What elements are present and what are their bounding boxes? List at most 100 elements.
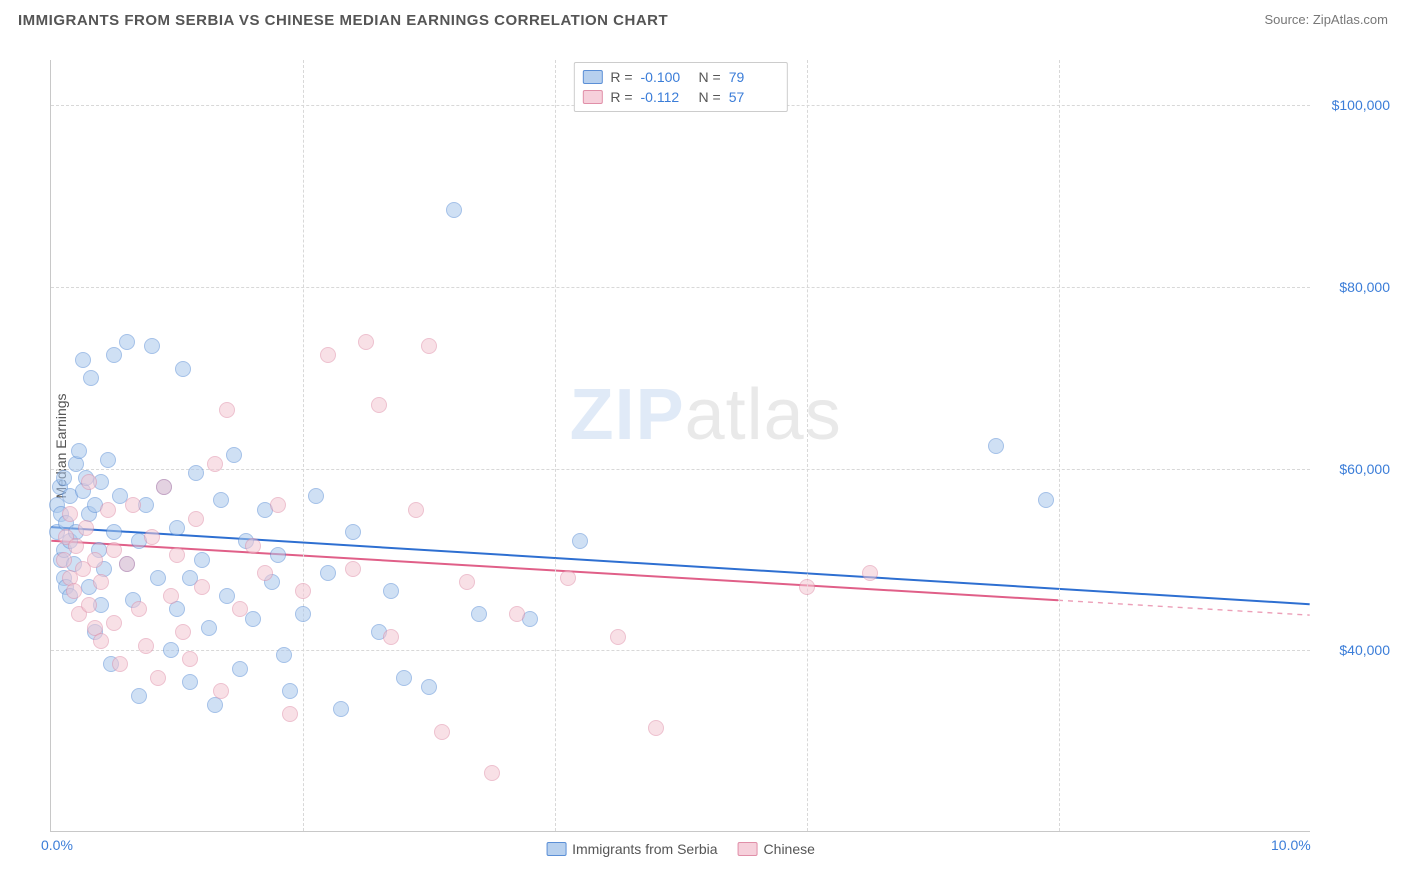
- data-point: [408, 502, 424, 518]
- data-point: [150, 570, 166, 586]
- trend-line-dashed: [1058, 600, 1310, 615]
- data-point: [169, 547, 185, 563]
- legend-row-chinese: R = -0.112 N = 57: [582, 87, 778, 107]
- x-tick-label: 0.0%: [41, 837, 73, 853]
- data-point: [119, 556, 135, 572]
- data-point: [188, 511, 204, 527]
- watermark-atlas: atlas: [685, 375, 842, 455]
- correlation-legend: R = -0.100 N = 79 R = -0.112 N = 57: [573, 62, 787, 112]
- chart-title: IMMIGRANTS FROM SERBIA VS CHINESE MEDIAN…: [18, 12, 668, 29]
- gridline-horizontal: [51, 650, 1310, 651]
- data-point: [106, 347, 122, 363]
- data-point: [383, 629, 399, 645]
- gridline-vertical: [555, 60, 556, 831]
- data-point: [446, 202, 462, 218]
- data-point: [106, 542, 122, 558]
- data-point: [213, 492, 229, 508]
- data-point: [383, 583, 399, 599]
- data-point: [100, 452, 116, 468]
- data-point: [257, 565, 273, 581]
- data-point: [610, 629, 626, 645]
- data-point: [62, 506, 78, 522]
- data-point: [295, 606, 311, 622]
- data-point: [125, 497, 141, 513]
- gridline-vertical: [1059, 60, 1060, 831]
- data-point: [131, 688, 147, 704]
- data-point: [83, 370, 99, 386]
- data-point: [434, 724, 450, 740]
- data-point: [93, 633, 109, 649]
- data-point: [282, 683, 298, 699]
- data-point: [163, 588, 179, 604]
- data-point: [345, 561, 361, 577]
- data-point: [119, 334, 135, 350]
- data-point: [182, 674, 198, 690]
- watermark-zip: ZIP: [570, 375, 685, 455]
- n-label: N =: [699, 69, 721, 85]
- data-point: [213, 683, 229, 699]
- data-point: [371, 397, 387, 413]
- data-point: [194, 579, 210, 595]
- data-point: [138, 638, 154, 654]
- swatch-serbia: [582, 70, 602, 84]
- data-point: [175, 624, 191, 640]
- data-point: [75, 352, 91, 368]
- y-tick-label: $100,000: [1318, 97, 1390, 113]
- n-value-serbia: 79: [729, 69, 779, 85]
- data-point: [169, 520, 185, 536]
- data-point: [207, 456, 223, 472]
- data-point: [56, 470, 72, 486]
- data-point: [396, 670, 412, 686]
- data-point: [100, 502, 116, 518]
- data-point: [308, 488, 324, 504]
- data-point: [333, 701, 349, 717]
- data-point: [78, 520, 94, 536]
- series-name-chinese: Chinese: [764, 841, 815, 857]
- data-point: [81, 474, 97, 490]
- data-point: [988, 438, 1004, 454]
- data-point: [648, 720, 664, 736]
- swatch-chinese: [738, 842, 758, 856]
- y-tick-label: $40,000: [1318, 642, 1390, 658]
- data-point: [81, 597, 97, 613]
- data-point: [282, 706, 298, 722]
- data-point: [421, 338, 437, 354]
- n-label: N =: [699, 89, 721, 105]
- data-point: [175, 361, 191, 377]
- y-tick-label: $60,000: [1318, 461, 1390, 477]
- data-point: [163, 642, 179, 658]
- source-prefix: Source:: [1264, 12, 1312, 27]
- data-point: [232, 661, 248, 677]
- data-point: [358, 334, 374, 350]
- data-point: [459, 574, 475, 590]
- data-point: [56, 552, 72, 568]
- data-point: [87, 552, 103, 568]
- r-label: R =: [610, 89, 632, 105]
- r-label: R =: [610, 69, 632, 85]
- data-point: [93, 574, 109, 590]
- data-point: [201, 620, 217, 636]
- series-legend: Immigrants from Serbia Chinese: [546, 841, 815, 857]
- data-point: [320, 565, 336, 581]
- data-point: [112, 656, 128, 672]
- source-attribution: Source: ZipAtlas.com: [1264, 12, 1388, 27]
- data-point: [509, 606, 525, 622]
- trend-lines: [51, 60, 1310, 831]
- x-tick-label: 10.0%: [1271, 837, 1311, 853]
- legend-item-chinese: Chinese: [738, 841, 815, 857]
- data-point: [1038, 492, 1054, 508]
- data-point: [194, 552, 210, 568]
- y-tick-label: $80,000: [1318, 279, 1390, 295]
- n-value-chinese: 57: [729, 89, 779, 105]
- data-point: [71, 443, 87, 459]
- data-point: [169, 601, 185, 617]
- data-point: [207, 697, 223, 713]
- data-point: [421, 679, 437, 695]
- data-point: [276, 647, 292, 663]
- scatter-chart: Median Earnings ZIPatlas R = -0.100 N = …: [50, 60, 1310, 832]
- swatch-serbia: [546, 842, 566, 856]
- data-point: [320, 347, 336, 363]
- data-point: [245, 538, 261, 554]
- series-name-serbia: Immigrants from Serbia: [572, 841, 717, 857]
- data-point: [106, 615, 122, 631]
